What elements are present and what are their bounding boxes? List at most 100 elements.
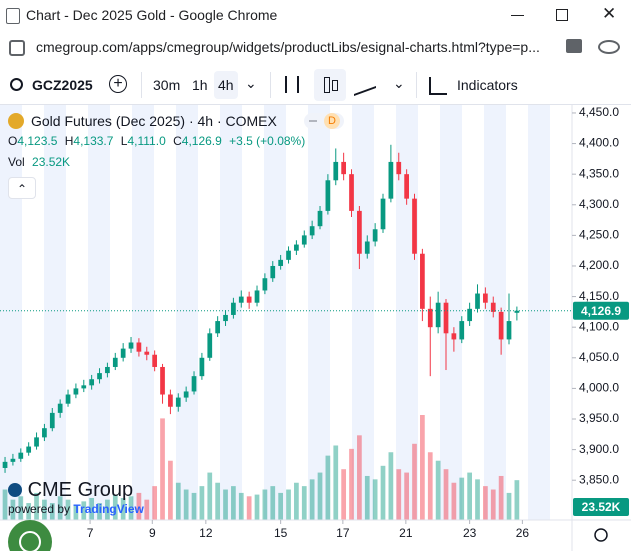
candle-body (380, 198, 386, 230)
app-icon (6, 8, 20, 24)
interval-button-active[interactable]: 4h (214, 71, 238, 99)
candle-body (97, 373, 102, 380)
candle-body (427, 308, 433, 328)
volume-bar (26, 503, 32, 520)
candle-body (396, 161, 402, 175)
candle-body (309, 226, 315, 236)
candle-body (514, 310, 520, 313)
candle-body (144, 351, 150, 355)
symbol[interactable]: GCZ2025 (32, 77, 93, 93)
status-pill[interactable]: D (304, 113, 344, 129)
candle-body (333, 161, 339, 181)
candle-body (294, 244, 299, 251)
x-tick-label: 15 (274, 526, 288, 540)
candle-body (105, 366, 110, 374)
volume-bar (427, 452, 433, 520)
volume-layer (2, 415, 520, 520)
url[interactable]: cmegroup.com/apps/cmegroup/widgets/produ… (36, 39, 540, 55)
indicators-button[interactable]: Indicators (457, 77, 518, 93)
line-style-button[interactable] (354, 73, 376, 97)
cookie-icon[interactable] (8, 520, 52, 551)
candle-body (120, 348, 126, 358)
interval-button[interactable]: 30m (153, 77, 181, 93)
session-band (88, 105, 110, 520)
candle-body (26, 446, 32, 453)
x-tick-label: 23 (463, 526, 477, 540)
candle-body (325, 180, 331, 211)
style-dropdown[interactable]: ⌄ (393, 75, 405, 91)
volume-bar (301, 486, 307, 520)
candle-body (420, 253, 425, 309)
volume-bar (2, 489, 8, 520)
collapse-legend-button[interactable]: ⌃ (8, 177, 36, 199)
candle-body (49, 412, 55, 429)
settings-icon[interactable] (594, 528, 608, 542)
y-tick-label: 4,150.0 (579, 289, 619, 303)
x-tick-label: 12 (199, 526, 213, 540)
address-bar: cmegroup.com/apps/cmegroup/widgets/produ… (0, 30, 631, 64)
candle-body (34, 437, 39, 447)
candle-body (388, 161, 394, 199)
compare-button[interactable]: + (109, 75, 127, 93)
y-tick-label: 3,900.0 (579, 442, 619, 456)
volume-bar (73, 504, 79, 520)
candle-body (372, 229, 378, 242)
volume-bar (420, 415, 425, 520)
last-price-badge (573, 301, 629, 320)
indicators-icon[interactable] (429, 77, 447, 95)
separator (416, 72, 417, 98)
bars-style-button[interactable] (285, 76, 299, 93)
legend-change: +3.5 (+0.08%) (229, 134, 306, 148)
volume-bar (18, 496, 24, 520)
y-tick-label: 4,250.0 (579, 228, 619, 242)
minimize-button[interactable] (511, 15, 524, 16)
candle-body (357, 210, 362, 254)
volume-bar (364, 475, 370, 520)
separator (141, 72, 142, 98)
candle-body (349, 174, 354, 211)
candle-body (223, 314, 228, 322)
volume-bar (65, 499, 71, 520)
volume-bar (404, 472, 409, 520)
time-axis (0, 520, 572, 551)
search-icon[interactable] (10, 78, 23, 91)
candle-body (270, 265, 276, 279)
volume-bar (514, 480, 520, 520)
brand-name: CME Group (27, 479, 134, 501)
candle-body (404, 174, 409, 199)
volume-bar (294, 482, 299, 520)
candle-body (467, 308, 472, 322)
hide-icon[interactable] (598, 40, 620, 54)
volume-bar (286, 489, 291, 520)
candles-style-button[interactable] (314, 69, 346, 101)
data-delay-badge: D (324, 113, 340, 129)
y-tick-label: 4,400.0 (579, 136, 619, 150)
volume-bar (105, 499, 110, 520)
volume-bar (357, 435, 362, 520)
volume-bar (223, 489, 228, 520)
maximize-button[interactable] (556, 9, 568, 21)
volume-bar (333, 445, 339, 520)
legend-key: H (64, 134, 74, 148)
candle-body (136, 342, 142, 352)
candle-body (57, 403, 63, 413)
volume-bar (49, 503, 55, 520)
window-title: Chart - Dec 2025 Gold - Google Chrome (26, 7, 278, 23)
site-info-icon[interactable] (9, 40, 25, 56)
translate-icon[interactable] (566, 39, 582, 53)
interval-dropdown[interactable]: ⌄ (245, 75, 257, 91)
volume-bar (136, 492, 142, 520)
watermark-brand: CME Group (8, 479, 133, 502)
candle-body (215, 321, 221, 334)
volume-bar (506, 492, 512, 520)
volume-bar (317, 472, 323, 520)
volume-bar (498, 475, 504, 520)
legend-key: L (120, 134, 128, 148)
close-button[interactable]: ✕ (602, 4, 617, 23)
chart-title: Gold Futures (Dec 2025) · 4h · COMEX (31, 113, 277, 129)
candle-body (175, 397, 181, 407)
interval-button[interactable]: 1h (192, 77, 208, 93)
candle-body (238, 296, 244, 303)
